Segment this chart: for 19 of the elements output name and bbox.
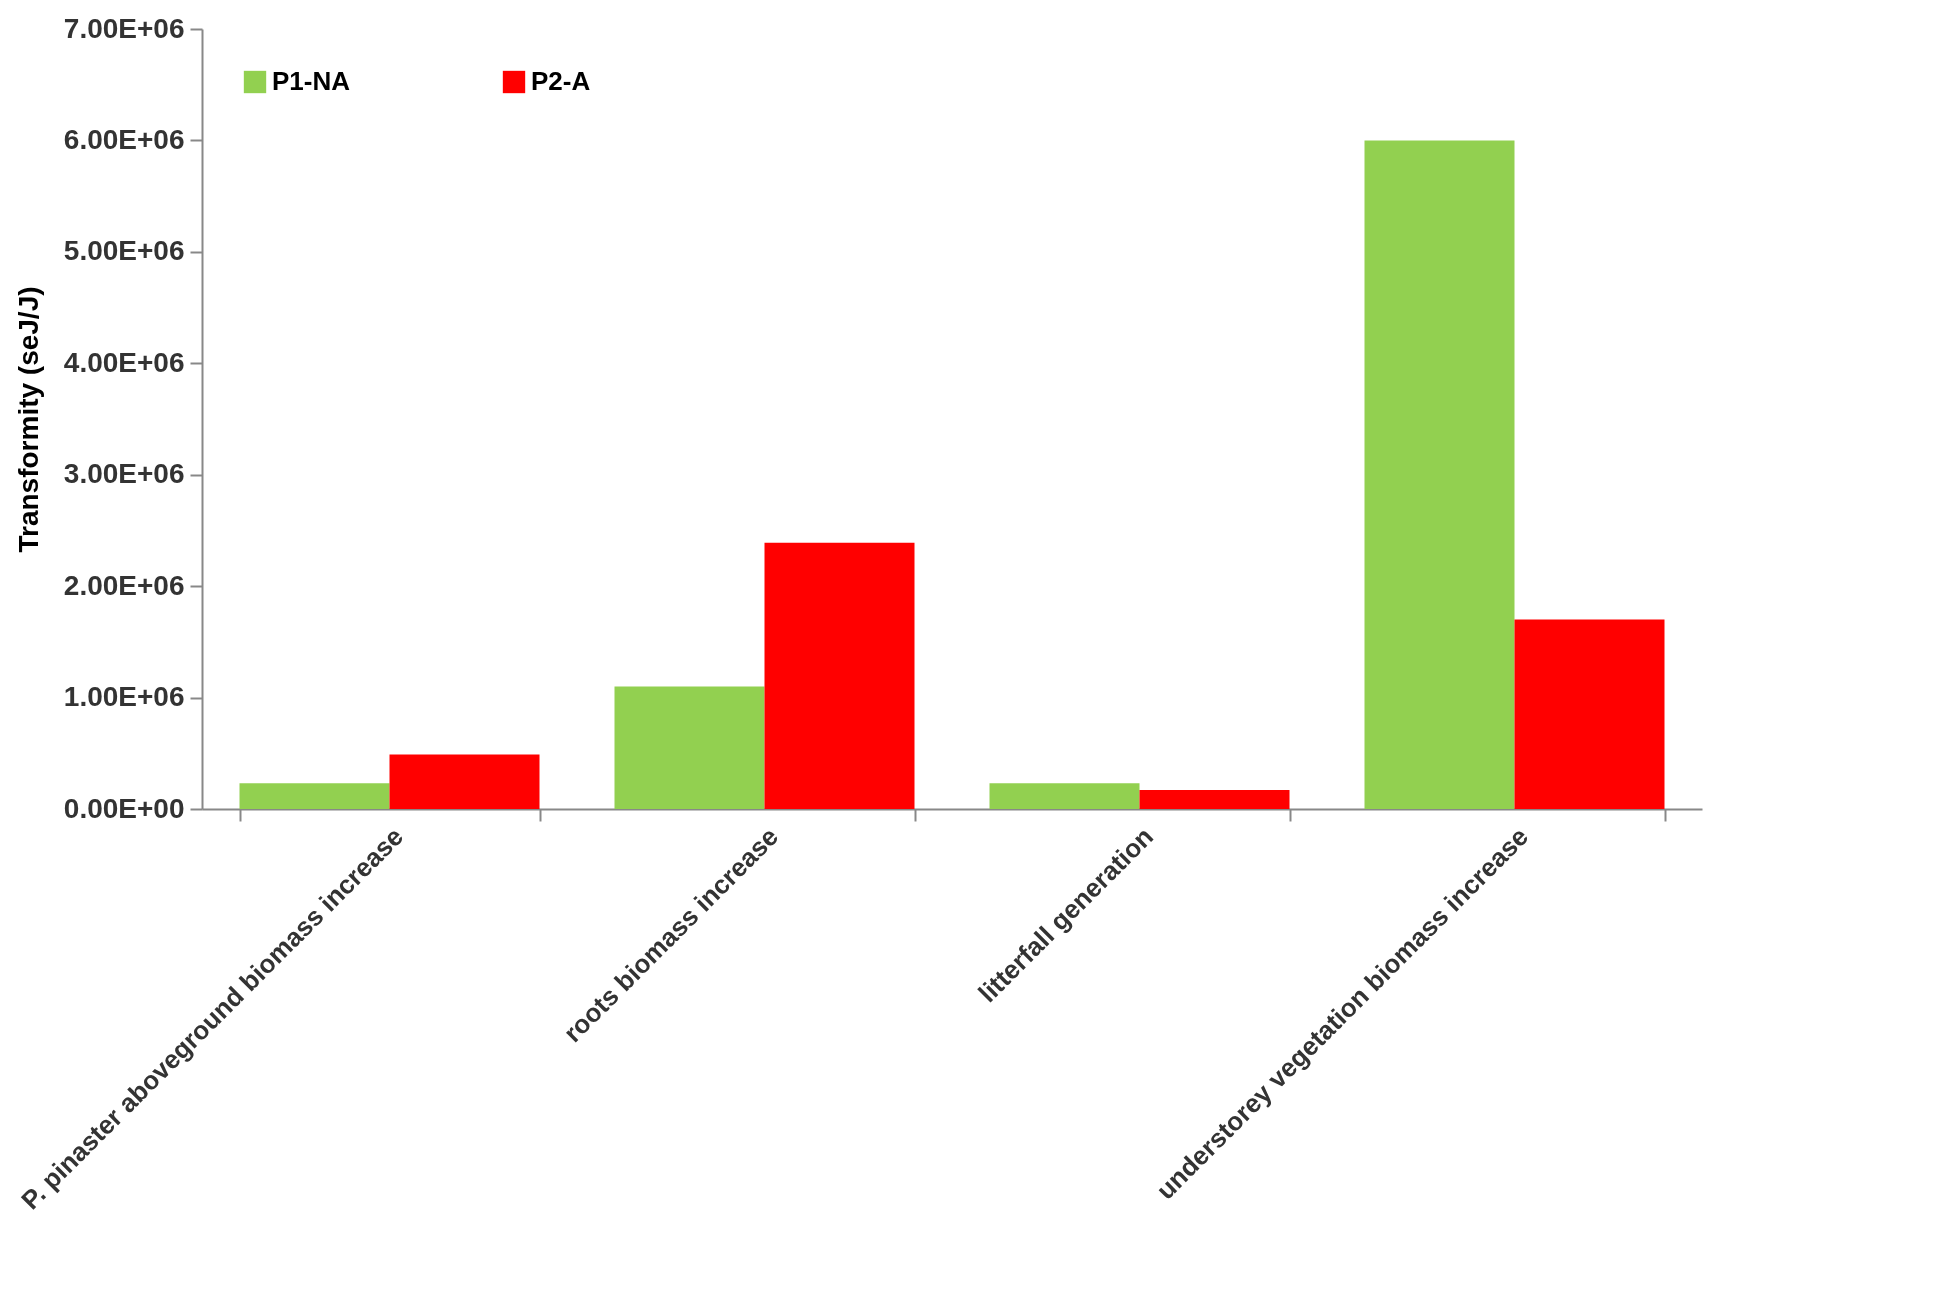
bar [1139, 790, 1290, 809]
y-tick-label: 5.00E+06 [63, 235, 185, 267]
y-tick-label: 1.00E+06 [63, 681, 185, 713]
y-tick-label: 6.00E+06 [63, 123, 185, 155]
bar [389, 754, 540, 809]
bar [1364, 140, 1515, 809]
y-tick-label: 3.00E+06 [63, 458, 185, 490]
y-tick-label: 4.00E+06 [63, 346, 185, 378]
bar [1514, 619, 1665, 809]
y-axis-title: Transformity (seJ/J) [12, 286, 44, 553]
y-tick-label: 2.00E+06 [63, 569, 185, 601]
legend-label: P1-NA [272, 66, 351, 96]
bar [764, 542, 915, 809]
y-tick-label: 7.00E+06 [63, 12, 185, 44]
bar [239, 783, 390, 809]
bar [989, 783, 1140, 809]
bar [614, 686, 765, 809]
legend-label: P2-A [531, 66, 591, 96]
y-tick-label: 0.00E+00 [63, 792, 185, 824]
